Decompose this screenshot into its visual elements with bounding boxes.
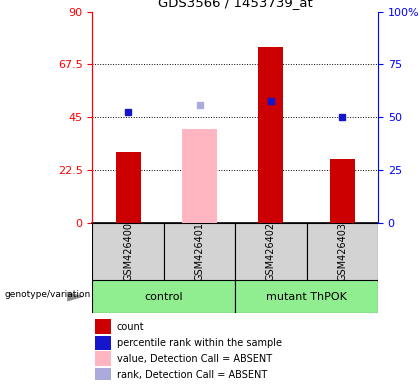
Bar (116, 152, 141, 223)
Bar (92, 223, 164, 280)
Bar (95, 368, 111, 382)
Text: GSM426403: GSM426403 (337, 222, 347, 281)
Bar (307, 223, 378, 280)
Bar (95, 336, 111, 350)
Text: rank, Detection Call = ABSENT: rank, Detection Call = ABSENT (117, 370, 267, 380)
Text: percentile rank within the sample: percentile rank within the sample (117, 338, 282, 348)
Title: GDS3566 / 1453739_at: GDS3566 / 1453739_at (158, 0, 312, 9)
Bar (95, 319, 111, 334)
Text: GSM426401: GSM426401 (194, 222, 205, 281)
Polygon shape (67, 292, 84, 301)
Bar (182, 129, 217, 223)
Bar (164, 223, 235, 280)
Text: value, Detection Call = ABSENT: value, Detection Call = ABSENT (117, 354, 272, 364)
Text: genotype/variation: genotype/variation (4, 290, 90, 299)
Bar (235, 280, 378, 313)
Text: count: count (117, 322, 144, 332)
Bar (258, 47, 284, 223)
Bar (235, 223, 307, 280)
Bar (92, 280, 235, 313)
Text: GSM426402: GSM426402 (266, 222, 276, 281)
Text: control: control (144, 291, 183, 302)
Bar (95, 351, 111, 366)
Text: GSM426400: GSM426400 (123, 222, 133, 281)
Bar (330, 159, 355, 223)
Text: mutant ThPOK: mutant ThPOK (266, 291, 347, 302)
